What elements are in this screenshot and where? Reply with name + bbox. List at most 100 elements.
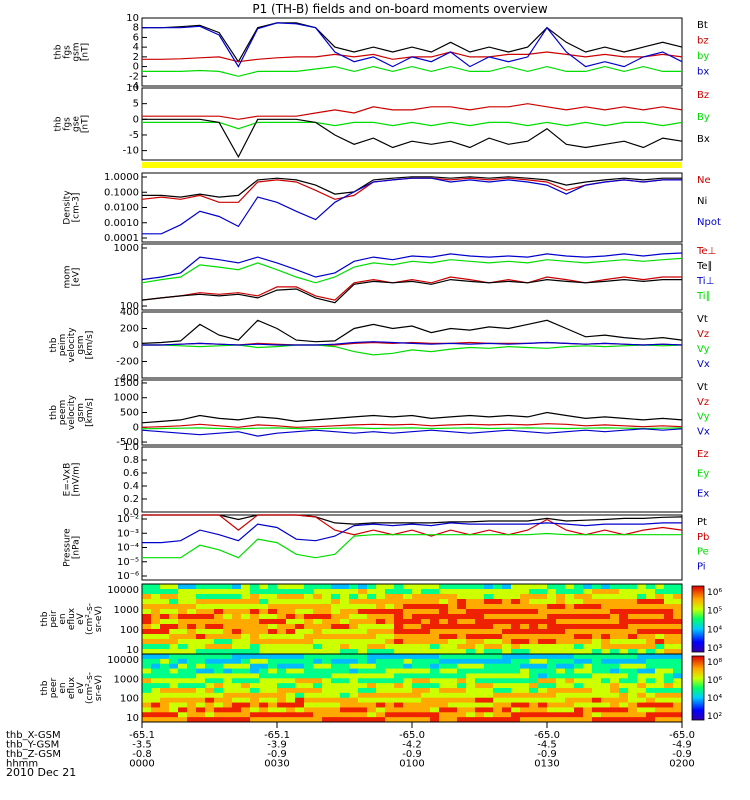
heat-cell (394, 599, 404, 605)
legend-Vz: Vz (697, 329, 709, 340)
heat-cell (250, 634, 260, 640)
heat-cell (556, 599, 566, 605)
heat-cell (430, 658, 440, 665)
heat-cell (268, 619, 278, 625)
heat-cell (529, 614, 539, 620)
heat-cell (277, 589, 287, 595)
heat-cell (484, 609, 494, 615)
heat-cell (214, 649, 224, 655)
heat-cell (556, 717, 566, 723)
axis-row-label: hhmm (6, 759, 38, 770)
heat-cell (160, 604, 170, 610)
heat-cell (421, 692, 431, 699)
heat-cell (142, 584, 152, 590)
heat-cell (520, 697, 530, 704)
heat-cell (178, 594, 188, 600)
heat-cell (484, 614, 494, 620)
heat-cell (655, 649, 665, 655)
heat-cell (331, 604, 341, 610)
heat-cell (259, 683, 269, 689)
heat-cell (313, 712, 323, 718)
heat-cell (385, 619, 395, 625)
heat-cell (466, 668, 476, 674)
heat-cell (556, 584, 566, 590)
heat-cell (610, 663, 620, 670)
heat-cell (295, 619, 305, 625)
heat-cell (394, 697, 404, 704)
heat-cell (556, 668, 566, 674)
heat-cell (637, 639, 647, 645)
heat-cell (547, 634, 557, 640)
heat-cell (178, 658, 188, 665)
heat-cell (160, 668, 170, 674)
heat-cell (574, 634, 584, 640)
heat-cell (295, 599, 305, 605)
heat-cell (322, 707, 332, 713)
heat-cell (268, 654, 278, 660)
ytick-label: 0 (133, 340, 139, 351)
heat-cell (358, 624, 368, 630)
heat-cell (493, 604, 503, 610)
ylabel-line: eV (76, 681, 86, 694)
heat-cell (574, 673, 584, 679)
heat-cell (178, 688, 188, 694)
heat-cell (169, 673, 179, 679)
heat-cell (475, 589, 485, 595)
heat-cell (331, 609, 341, 615)
heat-cell (232, 697, 242, 704)
heat-cell (439, 609, 449, 615)
heat-cell (610, 594, 620, 600)
heat-cell (187, 649, 197, 655)
heat-cell (241, 644, 251, 650)
heat-cell (565, 707, 575, 713)
heat-cell (430, 697, 440, 704)
legend-By: By (697, 112, 710, 123)
legend-Te∥: Te∥ (696, 261, 713, 272)
heat-cell (439, 663, 449, 670)
series-bx-line (142, 22, 683, 68)
heat-cell (358, 609, 368, 615)
heat-cell (412, 584, 422, 590)
heat-cell (349, 673, 359, 679)
heat-cell (142, 707, 152, 713)
heat-cell (412, 702, 422, 708)
heat-cell (205, 658, 215, 665)
heat-cell (295, 702, 305, 708)
heat-cell (592, 639, 602, 645)
heat-cell (187, 584, 197, 590)
heat-cell (349, 634, 359, 640)
heat-cell (178, 668, 188, 674)
heat-cell (196, 688, 206, 694)
heat-cell (178, 678, 188, 684)
heat-cell (322, 683, 332, 689)
heat-cell (403, 683, 413, 689)
heat-cell (502, 717, 512, 723)
heat-cell (583, 658, 593, 665)
heat-cell (547, 663, 557, 670)
heat-cell (169, 649, 179, 655)
heat-cell (250, 692, 260, 699)
heat-cell (547, 668, 557, 674)
heat-cell (457, 702, 467, 708)
heat-cell (421, 604, 431, 610)
heat-cell (367, 619, 377, 625)
series-Vx-line (142, 341, 683, 346)
heat-cell (295, 692, 305, 699)
heat-cell (592, 702, 602, 708)
heat-cell (475, 594, 485, 600)
legend-Vt: Vt (697, 314, 708, 325)
heat-cell (169, 624, 179, 630)
heat-cell (313, 678, 323, 684)
heat-cell (520, 584, 530, 590)
heat-cell (628, 594, 638, 600)
heat-cell (601, 697, 611, 704)
heat-cell (412, 697, 422, 704)
heat-cell (277, 668, 287, 674)
heat-cell (610, 619, 620, 625)
heat-cell (349, 604, 359, 610)
heat-cell (394, 702, 404, 708)
ytick-label: 400 (120, 307, 139, 318)
heat-cell (331, 644, 341, 650)
heat-cell (331, 619, 341, 625)
heat-cell (349, 697, 359, 704)
